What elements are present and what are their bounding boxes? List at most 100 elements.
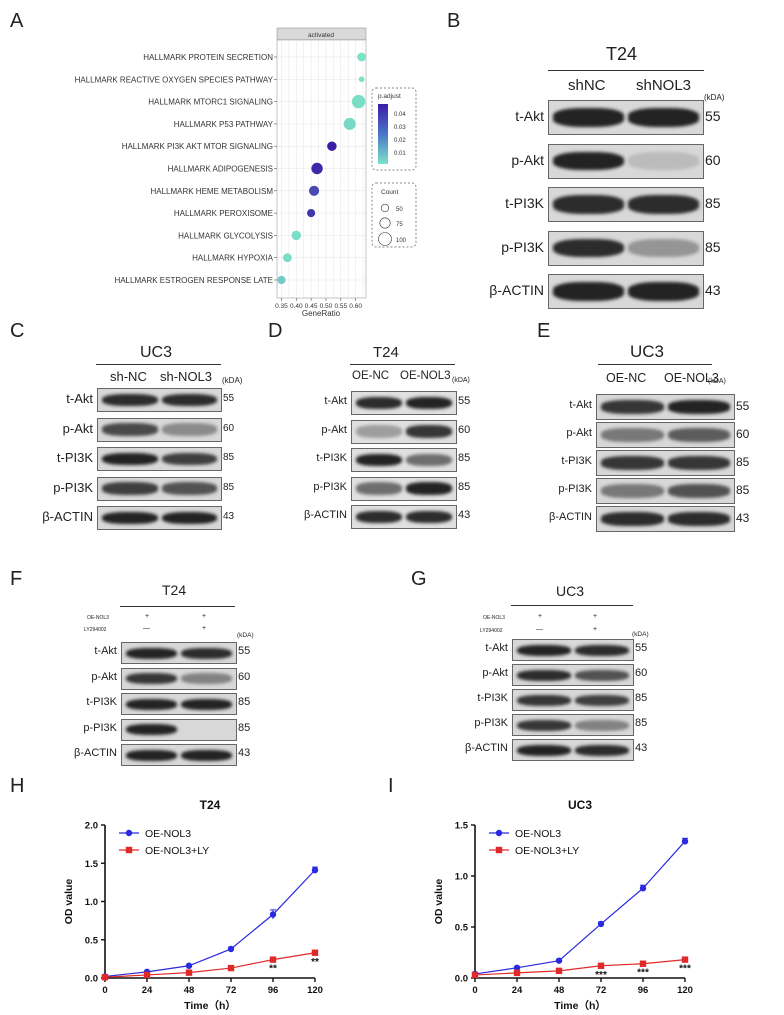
blot-lane-strip xyxy=(512,714,634,736)
pathway-dot xyxy=(327,141,337,151)
protein-band xyxy=(517,744,571,756)
blot-c-divider xyxy=(96,364,221,365)
y-tick-label: 0.0 xyxy=(85,974,98,985)
significance-mark: ** xyxy=(311,957,319,968)
blot-f-divider xyxy=(120,606,235,607)
panel-label-e: E xyxy=(537,320,551,342)
data-point xyxy=(185,969,193,976)
growth-chart-uc3: UC3 0 24 48 72 96 120 0.0 0.5 1.0 1.5 Time（h） OD val… xyxy=(433,798,693,1010)
blot-lane-strip xyxy=(351,448,457,472)
blot-protein-label: p-PI3K xyxy=(313,480,347,493)
pathway-dot xyxy=(358,76,365,83)
chart-title: UC3 xyxy=(568,798,592,812)
padjust-legend-box xyxy=(371,87,417,171)
legend-marker xyxy=(495,846,503,854)
protein-band xyxy=(161,482,217,495)
y-axis-label: OD value xyxy=(63,879,75,925)
blot-protein-label: p-Akt xyxy=(566,427,592,440)
blot-kda-value: 85 xyxy=(736,454,750,469)
pathway-dot xyxy=(357,52,366,62)
data-point xyxy=(597,962,605,969)
pathway-dot xyxy=(277,275,286,285)
blot-d-cell: T24 xyxy=(373,344,399,361)
pathway-dot xyxy=(311,162,323,175)
blot-g-cell: UC3 xyxy=(556,583,585,599)
x-axis-label: Time（h） xyxy=(184,999,236,1010)
blot-kda-value: 60 xyxy=(458,423,471,436)
x-axis-label: Time（h） xyxy=(554,999,606,1010)
protein-band xyxy=(181,749,232,761)
blot-protein-label: t-PI3K xyxy=(477,692,508,705)
facet-title: activated xyxy=(308,32,334,39)
blot-lane-strip xyxy=(121,693,237,715)
blot-protein-label: β-ACTIN xyxy=(549,511,592,524)
blot-protein-label: p-Akt xyxy=(91,670,117,683)
blot-lane-strip xyxy=(512,639,634,661)
blot-d-group-1: OE-NC xyxy=(352,370,390,382)
protein-band xyxy=(517,694,571,706)
blot-f-kda: (kDA) xyxy=(237,632,254,639)
y-tick-label: 1.0 xyxy=(455,872,468,883)
blot-protein-label: p-Akt xyxy=(482,667,508,680)
blot-protein-label: t-PI3K xyxy=(86,696,117,709)
blot-lane-strip xyxy=(351,419,457,444)
blot-f-treat1: OE-NOL3 xyxy=(87,615,109,621)
padjust-legend-title: p.adjust xyxy=(378,93,401,100)
blot-f-t1-lane1: + xyxy=(145,613,150,620)
blot-lane-strip xyxy=(351,505,457,529)
legend-label: OE-NOL3+LY xyxy=(515,845,579,857)
protein-band xyxy=(356,510,402,524)
pathway-dot xyxy=(309,185,320,196)
panel-label-a: A xyxy=(10,10,24,32)
pathway-dot xyxy=(282,253,292,263)
x-tick-label: 48 xyxy=(554,985,565,996)
protein-band xyxy=(181,647,232,659)
panel-label-g: G xyxy=(411,568,427,590)
pathway-label: HALLMARK HYPOXIA xyxy=(192,254,274,263)
panel-label-c: C xyxy=(10,320,25,342)
blot-lane-strip xyxy=(512,689,634,711)
series-line xyxy=(474,840,686,975)
padjust-colorbar xyxy=(378,104,388,164)
blot-kda-value: 60 xyxy=(238,670,251,683)
protein-band xyxy=(628,195,699,214)
blot-g-t2-lane1: — xyxy=(536,626,543,633)
legend-label: OE-NOL3 xyxy=(515,828,561,840)
blot-kda-value: 85 xyxy=(458,452,471,465)
blot-lane-strip xyxy=(512,739,634,761)
x-tick-label: 72 xyxy=(596,985,607,996)
y-tick-label: 0.5 xyxy=(455,923,469,934)
pathway-label: HALLMARK REACTIVE OXYGEN SPECIES PATHWAY xyxy=(75,75,274,84)
panel-label-i: I xyxy=(388,775,394,797)
blot-kda-value: 60 xyxy=(635,667,648,680)
x-tick-label: 72 xyxy=(226,985,237,996)
blot-kda-value: 85 xyxy=(238,721,251,734)
protein-band xyxy=(667,456,730,470)
blot-lane-strip xyxy=(121,667,237,690)
blot-g-treat1: OE-NOL3 xyxy=(483,615,505,621)
x-tick-label: 0.60 xyxy=(349,303,362,310)
protein-band xyxy=(181,673,232,684)
data-point xyxy=(639,885,647,892)
protein-band xyxy=(356,482,402,495)
blot-lane-strip xyxy=(97,447,222,471)
blot-lane-strip xyxy=(548,230,704,266)
blot-protein-label: t-PI3K xyxy=(561,455,592,468)
protein-band xyxy=(601,484,664,498)
count-tick: 100 xyxy=(396,238,407,244)
data-point xyxy=(555,957,563,964)
pathway-label: HALLMARK ESTROGEN RESPONSE LATE xyxy=(114,276,273,285)
data-point xyxy=(269,911,277,918)
chart-title: T24 xyxy=(200,798,221,812)
x-tick-label: 96 xyxy=(638,985,649,996)
blot-protein-label: p-Akt xyxy=(62,420,93,436)
blot-kda-value: 55 xyxy=(705,108,721,125)
protein-band xyxy=(601,428,664,442)
blot-lane-strip xyxy=(596,506,735,532)
blot-protein-label: t-Akt xyxy=(485,642,508,655)
legend-marker xyxy=(125,829,133,837)
blot-kda-value: 55 xyxy=(635,642,648,655)
blot-protein-label: t-Akt xyxy=(324,395,347,408)
blot-protein-label: β-ACTIN xyxy=(42,509,93,525)
protein-band xyxy=(575,744,629,756)
